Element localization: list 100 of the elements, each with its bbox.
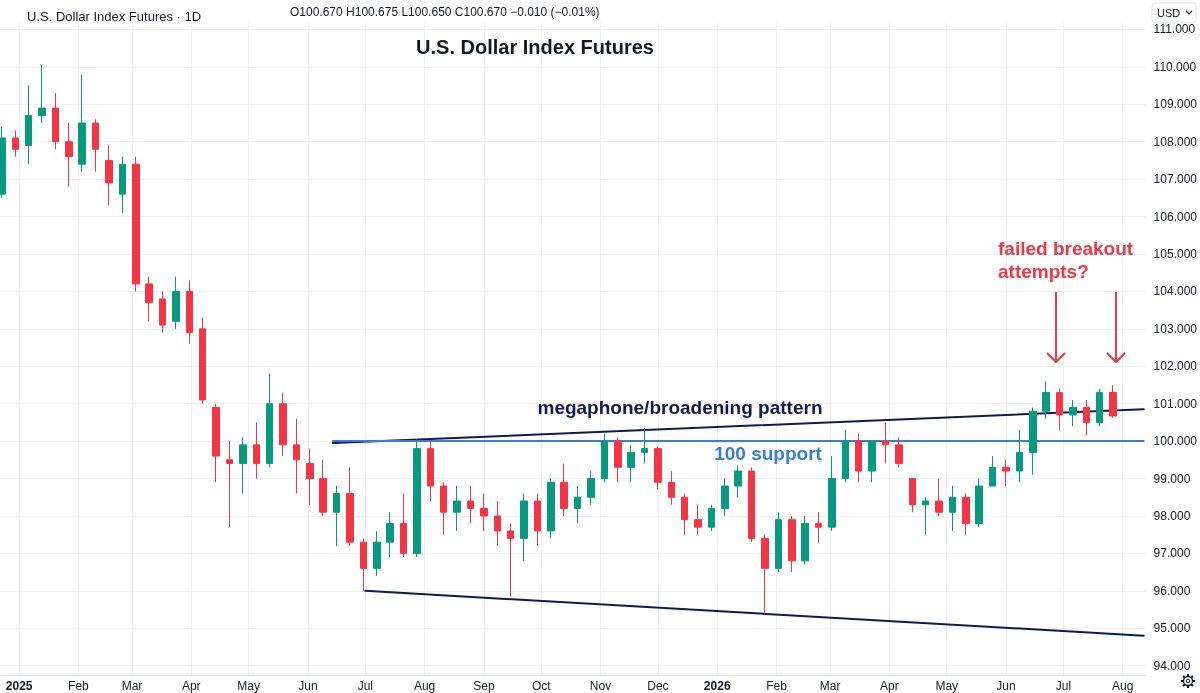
y-tick-label: 95.000 <box>1153 621 1191 636</box>
candlestick <box>78 73 86 173</box>
candlestick <box>601 433 608 483</box>
candlestick <box>734 464 742 498</box>
y-tick-label: 103.000 <box>1153 321 1198 336</box>
candlestick <box>507 522 514 597</box>
candlestick <box>1042 380 1050 420</box>
x-tick-label: Apr <box>880 679 899 693</box>
candlestick <box>547 478 555 539</box>
candlestick <box>400 493 407 558</box>
candlestick <box>306 448 314 506</box>
y-tick-label: 105.000 <box>1153 247 1198 262</box>
candlestick <box>52 92 59 150</box>
candlestick <box>346 466 354 547</box>
candlestick <box>92 118 99 173</box>
x-tick-label: Jun <box>298 679 318 693</box>
candlestick <box>681 493 688 536</box>
candlestick <box>989 455 996 487</box>
y-tick-label: 104.000 <box>1153 284 1198 299</box>
candlestick <box>239 436 247 495</box>
candlestick <box>467 485 474 524</box>
x-tick-label: Jul <box>1055 679 1072 693</box>
x-tick-label: May <box>935 679 959 693</box>
candlestick <box>440 481 447 536</box>
y-tick-label: 94.000 <box>1153 658 1191 673</box>
x-tick-label: 2025 <box>5 679 33 693</box>
candlestick <box>534 493 541 547</box>
candlestick <box>172 275 180 330</box>
candlestick <box>453 485 461 532</box>
annotation: megaphone/broadening pattern <box>537 396 823 418</box>
candlestick <box>319 459 327 517</box>
candlestick <box>1056 388 1063 431</box>
text: O100.670 H100.675 L100.650 C100.670 −0.010 (−0.01%) <box>290 5 600 19</box>
candlestick <box>494 500 501 547</box>
candlestick <box>413 438 421 558</box>
y-tick-label: 102.000 <box>1153 359 1198 374</box>
candlestick <box>266 373 273 468</box>
candlestick <box>761 534 769 614</box>
candlestick <box>480 493 488 532</box>
y-tick-label: 110.000 <box>1153 59 1197 74</box>
candlestick <box>721 478 729 517</box>
candlestick <box>119 156 126 214</box>
candlestick <box>775 511 782 573</box>
candlestick <box>132 156 140 292</box>
candlestick <box>614 436 622 483</box>
candlestick <box>748 466 755 543</box>
candlestick <box>360 537 367 592</box>
x-tick-label: Feb <box>766 679 788 693</box>
y-tick-label: 111.000 <box>1153 22 1196 37</box>
candlestick <box>293 418 300 495</box>
candlestick <box>574 485 581 524</box>
x-tick-label: 2026 <box>703 679 731 693</box>
candlestick <box>815 511 822 543</box>
y-tick-label: 99.000 <box>1153 471 1191 486</box>
candlestick <box>373 530 381 577</box>
candlestick <box>868 440 876 483</box>
candlestick <box>922 496 929 536</box>
candlestick <box>1083 399 1090 436</box>
candlestick <box>935 478 943 517</box>
y-tick-label: 107.000 <box>1153 172 1198 187</box>
x-tick-label: Apr <box>181 679 201 693</box>
y-tick-label: 100.000 <box>1153 434 1198 449</box>
x-tick-label: Mar <box>121 679 143 693</box>
x-tick-label: Jun <box>996 679 1016 693</box>
candlestick <box>1069 399 1077 427</box>
text: USD <box>1157 6 1181 19</box>
candlestick <box>694 504 702 536</box>
candlestick <box>105 144 113 206</box>
candlestick <box>25 85 32 165</box>
candlestick <box>12 130 19 158</box>
y-tick-label: 109.000 <box>1153 97 1198 112</box>
candlestick <box>226 440 233 528</box>
x-tick-label: Nov <box>589 679 612 693</box>
candlestick <box>909 478 916 513</box>
y-tick-label: 106.000 <box>1153 209 1198 224</box>
x-tick-label: Jul <box>357 679 373 693</box>
candlestick <box>855 433 862 483</box>
x-tick-label: Feb <box>68 679 90 693</box>
candlestick <box>279 391 287 457</box>
candlestick <box>975 478 983 528</box>
x-tick-label: Dec <box>647 679 669 693</box>
candlestick <box>1029 406 1037 476</box>
candlestick <box>159 290 166 334</box>
candlestick <box>65 122 73 188</box>
candlestick <box>962 493 970 536</box>
candlestick <box>668 470 675 506</box>
candlestick <box>386 511 394 558</box>
candlestick <box>842 429 849 483</box>
candlestick <box>520 493 528 562</box>
candlestick <box>788 515 796 573</box>
candlestick <box>1109 384 1117 419</box>
x-tick-label: Sep <box>473 679 495 693</box>
candlestick <box>38 64 46 124</box>
candlestick <box>212 403 220 483</box>
candlestick <box>1016 429 1023 483</box>
y-tick-label: 96.000 <box>1153 583 1191 598</box>
candlestick <box>427 440 434 502</box>
candlestick <box>253 421 260 480</box>
annotation: failed breakout attempts? <box>998 238 1139 282</box>
candlestick <box>560 463 568 517</box>
